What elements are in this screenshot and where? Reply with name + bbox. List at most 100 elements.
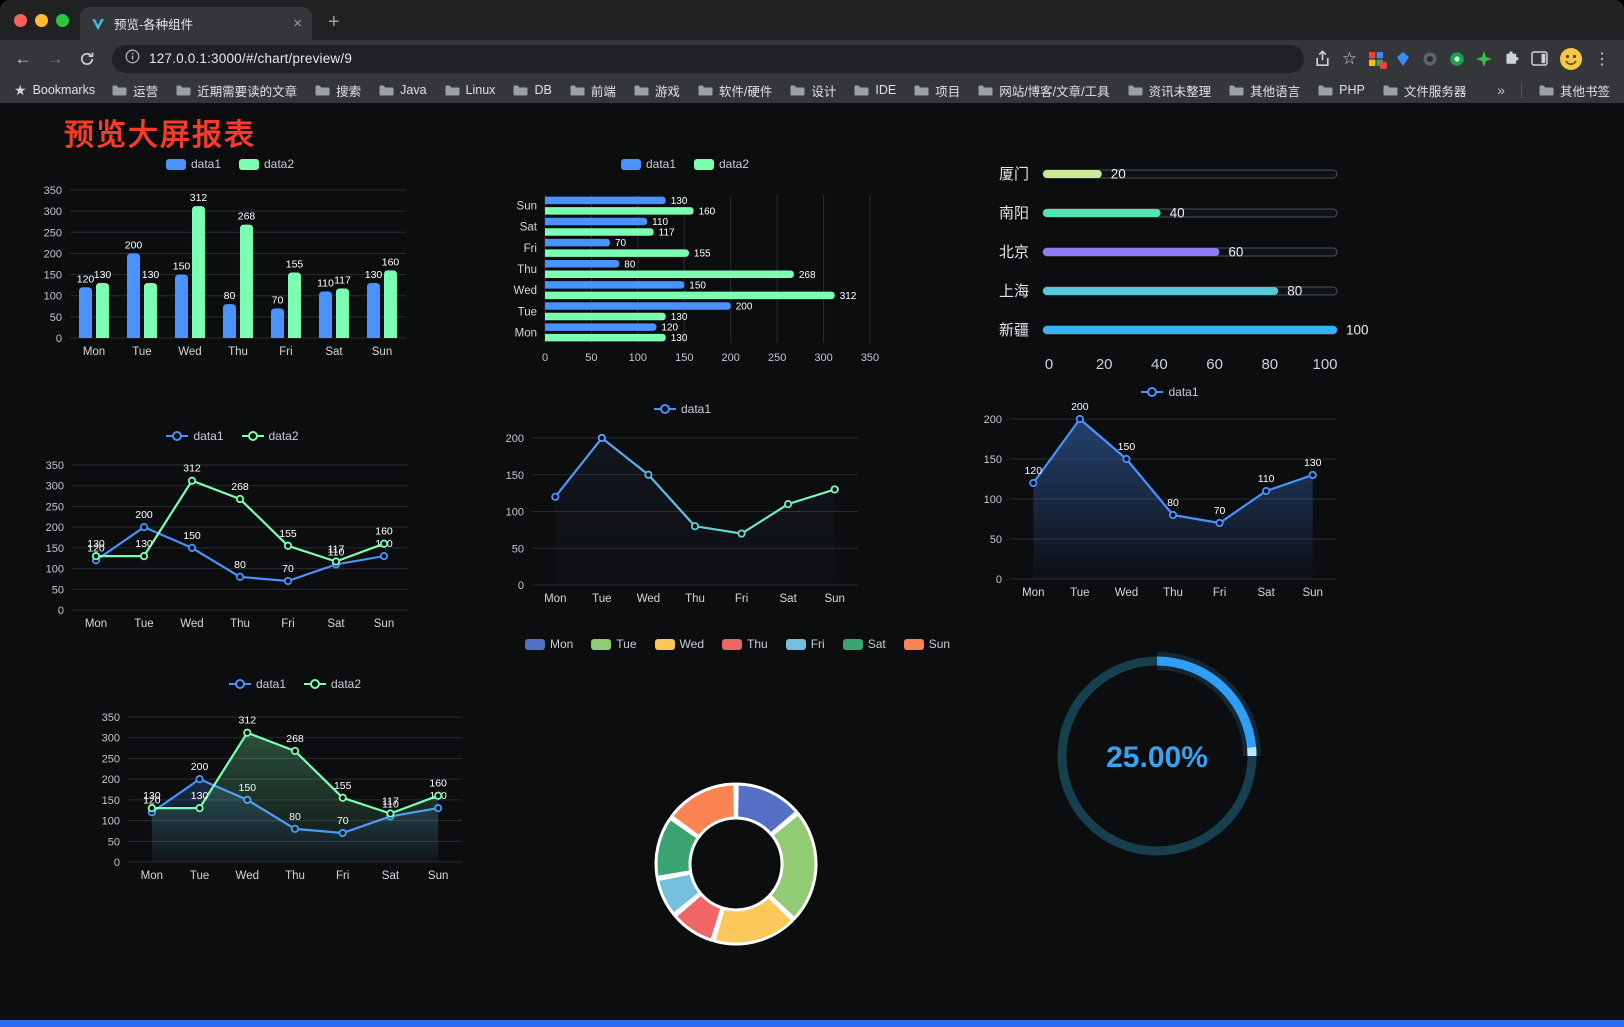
- new-tab-button[interactable]: +: [328, 11, 340, 33]
- svg-text:Mon: Mon: [85, 618, 107, 630]
- browser-tab[interactable]: 预览-各种组件 ×: [80, 7, 312, 40]
- bookmark-folder[interactable]: 其他语言: [1228, 81, 1300, 100]
- bookmark-label: 运营: [133, 84, 159, 99]
- bookmark-folder[interactable]: 资讯未整理: [1127, 81, 1212, 100]
- bookmark-folder[interactable]: PHP: [1317, 81, 1365, 100]
- bookmark-folder[interactable]: 近期需要读的文章: [175, 81, 297, 100]
- bookmark-folder[interactable]: 搜索: [314, 81, 361, 100]
- legend-item[interactable]: data2: [304, 677, 361, 691]
- bookmark-star-icon[interactable]: ☆: [1341, 48, 1357, 68]
- legend-item[interactable]: data2: [241, 429, 299, 443]
- bookmark-folder[interactable]: 前端: [569, 81, 616, 100]
- bookmark-folder[interactable]: 软件/硬件: [697, 81, 772, 100]
- legend-item[interactable]: Thu: [722, 637, 768, 651]
- legend-item[interactable]: data1: [166, 429, 224, 443]
- svg-text:100: 100: [1312, 356, 1337, 373]
- legend-item[interactable]: Fri: [785, 637, 825, 651]
- legend-swatch: [239, 158, 259, 170]
- bookmark-label: 近期需要读的文章: [197, 84, 298, 99]
- svg-text:Thu: Thu: [285, 870, 305, 882]
- bookmark-folder[interactable]: Linux: [444, 81, 496, 100]
- svg-text:Sun: Sun: [428, 870, 448, 882]
- bookmark-folder[interactable]: 设计: [789, 81, 836, 100]
- svg-text:Tue: Tue: [134, 618, 153, 630]
- folder-icon: [570, 85, 585, 96]
- svg-text:200: 200: [736, 302, 753, 313]
- legend-item[interactable]: Tue: [591, 637, 637, 651]
- sidebar-icon[interactable]: [1531, 51, 1548, 66]
- legend-item[interactable]: Sun: [903, 637, 951, 651]
- bookmarks-overflow-icon[interactable]: »: [1497, 82, 1505, 98]
- svg-text:312: 312: [190, 192, 208, 204]
- legend-item[interactable]: data2: [694, 157, 749, 171]
- bookmark-folder[interactable]: 运营: [111, 81, 158, 100]
- svg-text:117: 117: [382, 796, 399, 808]
- legend-item[interactable]: data1: [620, 157, 676, 171]
- bookmark-folder[interactable]: 项目: [913, 81, 960, 100]
- bookmark-label: Linux: [465, 83, 496, 97]
- legend-item[interactable]: Wed: [654, 637, 704, 651]
- legend-item[interactable]: Sat: [842, 637, 886, 651]
- bookmark-folder-list: 运营 近期需要读的文章 搜索 Java Linux DB 前端 游戏 软件/硬件 设计 IDE 项目 网…: [111, 81, 1481, 100]
- avatar[interactable]: [1559, 47, 1583, 71]
- bookmarks-root-item[interactable]: ★ Bookmarks: [14, 82, 95, 99]
- svg-text:Thu: Thu: [230, 618, 250, 630]
- other-bookmarks-folder[interactable]: 其他书签: [1538, 81, 1610, 100]
- extension-grid-icon[interactable]: [1368, 51, 1387, 69]
- svg-text:Sat: Sat: [520, 222, 538, 234]
- svg-text:Mon: Mon: [544, 593, 566, 605]
- extension-ring-icon[interactable]: [1422, 51, 1438, 67]
- legend-item[interactable]: data1: [228, 677, 286, 691]
- fullscreen-window-button[interactable]: [56, 14, 69, 27]
- bookmark-folder[interactable]: 网站/博客/文章/工具: [977, 81, 1110, 100]
- bookmark-folder[interactable]: DB: [512, 81, 552, 100]
- bookmark-folder[interactable]: IDE: [853, 81, 896, 100]
- svg-text:110: 110: [652, 217, 668, 228]
- address-bar[interactable]: 127.0.0.1:3000/#/chart/preview/9: [112, 44, 1304, 73]
- svg-text:100: 100: [46, 564, 64, 576]
- svg-text:70: 70: [615, 238, 627, 249]
- bookmark-folder[interactable]: 游戏: [633, 81, 680, 100]
- legend-swatch: [241, 431, 264, 441]
- bookmarks-bar: ★ Bookmarks 运营 近期需要读的文章 搜索 Java Linux DB 前端 游戏 软…: [0, 77, 1624, 103]
- svg-text:200: 200: [506, 433, 524, 445]
- line-area-chart: data1 data2 0 50 100 150 200 250 300 350 Mon Tue Wed…: [100, 673, 490, 908]
- legend-label: Sun: [928, 637, 951, 651]
- back-icon[interactable]: ←: [14, 48, 32, 68]
- extension-green-circle-icon[interactable]: [1449, 51, 1465, 67]
- bookmark-folder[interactable]: 文件服务器: [1382, 81, 1466, 100]
- reload-icon[interactable]: [72, 44, 102, 74]
- legend-swatch: [1141, 387, 1164, 397]
- svg-text:117: 117: [334, 275, 351, 287]
- chart-legend: data1 data2: [228, 673, 361, 695]
- share-icon[interactable]: [1314, 49, 1331, 68]
- svg-text:100: 100: [629, 352, 647, 364]
- site-info-icon[interactable]: [125, 49, 140, 69]
- legend-label: data2: [264, 157, 295, 171]
- svg-text:150: 150: [102, 795, 120, 807]
- legend-label: Sat: [867, 637, 886, 651]
- svg-text:0: 0: [1045, 356, 1053, 373]
- bookmark-folder[interactable]: Java: [378, 81, 427, 100]
- legend-item[interactable]: data1: [653, 402, 711, 416]
- tab-close-icon[interactable]: ×: [293, 15, 302, 32]
- donut-chart: Mon Tue Wed Thu Fri Sat Sun: [524, 633, 950, 993]
- legend-item[interactable]: data2: [239, 157, 294, 171]
- minimize-window-button[interactable]: [35, 14, 48, 27]
- legend-item[interactable]: data1: [165, 157, 221, 171]
- extension-star-icon[interactable]: [1476, 50, 1492, 67]
- legend-label: data1: [255, 677, 286, 691]
- extensions-puzzle-icon[interactable]: [1503, 50, 1520, 67]
- svg-text:Mon: Mon: [83, 346, 105, 358]
- legend-item[interactable]: data1: [1141, 385, 1199, 399]
- extension-gem-icon[interactable]: [1395, 51, 1411, 67]
- tab-title: 预览-各种组件: [114, 18, 194, 32]
- legend-item[interactable]: Mon: [524, 637, 573, 651]
- svg-text:155: 155: [694, 249, 711, 260]
- close-window-button[interactable]: [14, 14, 27, 27]
- legend-swatch: [842, 638, 863, 650]
- forward-icon[interactable]: →: [46, 48, 64, 68]
- bookmark-label: 资讯未整理: [1148, 84, 1212, 99]
- menu-kebab-icon[interactable]: ⋮: [1594, 50, 1610, 68]
- legend-label: data2: [268, 429, 299, 443]
